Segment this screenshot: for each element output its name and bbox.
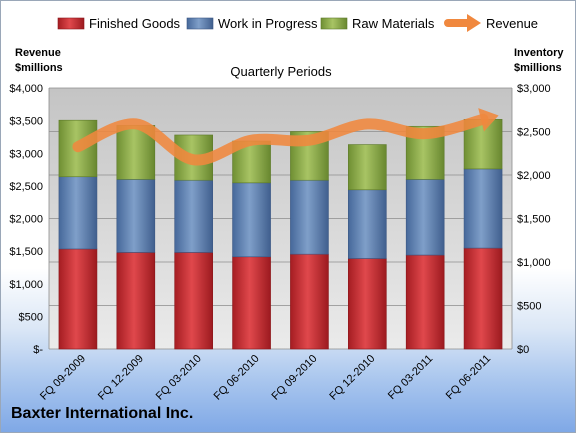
right-tick-label: $1,000 bbox=[517, 257, 551, 269]
legend-label-work-in-progress: Work in Progress bbox=[218, 16, 318, 31]
category-tick-label: FQ 09-2010 bbox=[270, 353, 320, 403]
bar-finished-goods bbox=[463, 247, 503, 350]
legend-label-revenue: Revenue bbox=[486, 16, 538, 31]
right-tick-label: $2,000 bbox=[517, 170, 551, 182]
category-tick-label: FQ 03-2010 bbox=[154, 353, 204, 403]
bar-raw-materials bbox=[348, 144, 387, 191]
legend: Finished Goods Work in Progress Raw Mate… bbox=[57, 14, 538, 32]
category-tick-label: FQ 03-2011 bbox=[386, 353, 435, 402]
right-tick-label: $2,500 bbox=[517, 127, 551, 139]
bar-finished-goods bbox=[58, 248, 98, 350]
category-tick-label: FQ 06-2010 bbox=[212, 353, 262, 403]
right-tick-label: $1,500 bbox=[517, 214, 551, 226]
revenue-line-path bbox=[72, 113, 489, 166]
bar-finished-goods bbox=[116, 252, 156, 350]
category-tick-label: FQ 06-2011 bbox=[444, 353, 493, 402]
legend-swatch-finished-goods bbox=[57, 17, 85, 30]
left-tick-label: $2,500 bbox=[9, 181, 43, 193]
legend-swatch-work-in-progress bbox=[186, 17, 214, 30]
left-axis-ticks: $- $500 $1,000 $1,500 $2,000 $2,500 $3,000 $3,5… bbox=[9, 83, 43, 356]
bar-finished-goods bbox=[174, 252, 213, 350]
revenue-line bbox=[72, 108, 499, 166]
right-axis-ticks: $0 $500 $1,000 $1,500 $2,000 $2,500 $3,000 bbox=[517, 83, 551, 356]
left-axis-title-line2: $millions bbox=[15, 62, 63, 74]
bar-work-in-progress bbox=[58, 176, 98, 250]
left-tick-label: $500 bbox=[19, 311, 43, 323]
left-tick-label: $1,000 bbox=[9, 279, 43, 291]
bar-work-in-progress bbox=[232, 182, 271, 258]
bar-finished-goods bbox=[290, 253, 329, 350]
legend-label-finished-goods: Finished Goods bbox=[89, 16, 181, 31]
right-tick-label: $500 bbox=[517, 301, 541, 313]
left-tick-label: $3,000 bbox=[9, 148, 43, 160]
right-axis-title-line1: Inventory bbox=[514, 47, 564, 59]
company-name: Baxter International Inc. bbox=[11, 405, 194, 422]
left-tick-label: $4,000 bbox=[9, 83, 43, 95]
bar-finished-goods bbox=[232, 256, 271, 350]
bar-work-in-progress bbox=[463, 168, 503, 249]
left-tick-label: $- bbox=[33, 344, 43, 356]
right-axis-title-line2: $millions bbox=[514, 62, 562, 74]
right-tick-label: $3,000 bbox=[517, 83, 551, 95]
right-tick-label: $0 bbox=[517, 344, 529, 356]
bar-stacks bbox=[58, 119, 503, 350]
left-tick-label: $1,500 bbox=[9, 246, 43, 258]
bar-finished-goods bbox=[405, 254, 445, 350]
category-tick-label: FQ 12-2010 bbox=[327, 353, 377, 403]
bar-work-in-progress bbox=[116, 179, 156, 253]
left-tick-label: $2,000 bbox=[9, 214, 43, 226]
left-axis-title-line1: Revenue bbox=[15, 47, 61, 59]
category-tick-label: FQ 09-2009 bbox=[38, 353, 88, 403]
bar-finished-goods bbox=[348, 258, 387, 350]
legend-swatch-raw-materials bbox=[320, 17, 348, 30]
bar-work-in-progress bbox=[405, 179, 445, 256]
bar-work-in-progress bbox=[174, 179, 213, 253]
legend-label-raw-materials: Raw Materials bbox=[352, 16, 435, 31]
legend-swatch-revenue-arrowhead bbox=[467, 14, 481, 32]
category-tick-label: FQ 12-2009 bbox=[96, 353, 146, 403]
bar-work-in-progress bbox=[348, 189, 387, 259]
bar-work-in-progress bbox=[290, 179, 329, 255]
revenue-arrowhead bbox=[478, 108, 499, 132]
left-tick-label: $3,500 bbox=[9, 116, 43, 128]
category-axis-ticks: FQ 09-2009 FQ 12-2009 FQ 03-2010 FQ 06-2010… bbox=[38, 353, 493, 403]
chart-title: Quarterly Periods bbox=[230, 64, 332, 79]
